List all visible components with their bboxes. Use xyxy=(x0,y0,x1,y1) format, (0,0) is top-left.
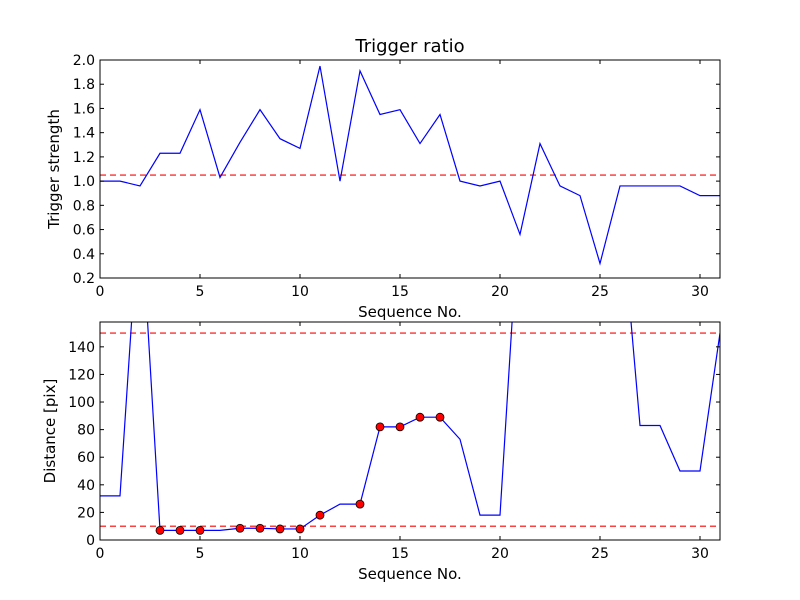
data-point xyxy=(175,525,185,535)
top-series-lines xyxy=(100,65,720,266)
data-point xyxy=(295,524,305,534)
y-tick-label: 140 xyxy=(68,340,95,356)
x-tick-label: 10 xyxy=(291,546,309,562)
y-tick-label: 2.0 xyxy=(73,53,95,69)
y-tick-label: 0.2 xyxy=(73,271,95,287)
y-tick-label: 1.8 xyxy=(73,77,95,93)
x-tick-label: 15 xyxy=(391,284,409,300)
y-tick-label: 120 xyxy=(68,367,95,383)
x-tick-label: 15 xyxy=(391,546,409,562)
data-point xyxy=(355,499,365,509)
bottom-y-axis: 0 20 40 60 80 100 120 140 xyxy=(68,340,720,549)
bottom-panel: 0 5 10 15 20 25 30 0 20 40 60 80 100 120 140 Sequence… xyxy=(41,321,721,583)
series-line xyxy=(100,65,720,266)
data-point xyxy=(195,525,205,535)
bottom-markers xyxy=(155,412,445,535)
y-tick-label: 1.6 xyxy=(73,101,95,117)
x-tick-label: 0 xyxy=(96,546,105,562)
bottom-plot-frame xyxy=(99,321,721,541)
y-tick-label: 0 xyxy=(86,533,95,549)
data-point xyxy=(315,510,325,520)
top-plot-area xyxy=(100,60,720,278)
data-point xyxy=(415,412,425,422)
y-tick-label: 80 xyxy=(77,423,95,439)
bottom-threshold-lines xyxy=(100,332,720,527)
data-point xyxy=(235,523,245,533)
top-x-axis-label: Sequence No. xyxy=(358,303,462,321)
top-x-axis: 0 5 10 15 20 25 30 xyxy=(96,60,709,300)
y-tick-label: 40 xyxy=(77,478,95,494)
data-point xyxy=(435,412,445,422)
x-tick-label: 25 xyxy=(591,546,609,562)
x-tick-label: 20 xyxy=(491,546,509,562)
x-tick-label: 10 xyxy=(291,284,309,300)
y-tick-label: 0.8 xyxy=(73,198,95,214)
y-tick-label: 1.4 xyxy=(73,126,95,142)
x-tick-label: 5 xyxy=(196,546,205,562)
y-tick-label: 1.2 xyxy=(73,150,95,166)
top-y-axis-label: Trigger strength xyxy=(45,109,63,230)
top-plot-frame xyxy=(99,59,721,279)
top-y-axis: 0.2 0.4 0.6 0.8 1.0 1.2 1.4 1.6 1.8 2.0 xyxy=(73,53,720,287)
data-point xyxy=(275,524,285,534)
data-point xyxy=(395,422,405,432)
x-tick-label: 20 xyxy=(491,284,509,300)
series-line xyxy=(100,322,720,531)
y-tick-label: 100 xyxy=(68,395,95,411)
top-panel: Trigger ratio 0 5 10 15 20 25 30 0.2 0.4 0.6 0.8 1… xyxy=(45,36,721,321)
bottom-y-axis-label: Distance [pix] xyxy=(41,379,59,484)
y-tick-label: 0.6 xyxy=(73,223,95,239)
x-tick-label: 5 xyxy=(196,284,205,300)
bottom-x-axis: 0 5 10 15 20 25 30 xyxy=(96,322,709,562)
bottom-plot-area xyxy=(100,322,720,540)
bottom-series-lines xyxy=(100,322,720,531)
data-point xyxy=(155,525,165,535)
data-point xyxy=(375,422,385,432)
x-tick-label: 25 xyxy=(591,284,609,300)
x-tick-label: 30 xyxy=(691,546,709,562)
x-tick-label: 0 xyxy=(96,284,105,300)
x-tick-label: 30 xyxy=(691,284,709,300)
y-tick-label: 1.0 xyxy=(73,174,95,190)
y-tick-label: 0.4 xyxy=(73,247,95,263)
y-tick-label: 20 xyxy=(77,505,95,521)
chart-title: Trigger ratio xyxy=(354,36,464,57)
data-point xyxy=(255,523,265,533)
bottom-x-axis-label: Sequence No. xyxy=(358,565,462,583)
y-tick-label: 60 xyxy=(77,450,95,466)
